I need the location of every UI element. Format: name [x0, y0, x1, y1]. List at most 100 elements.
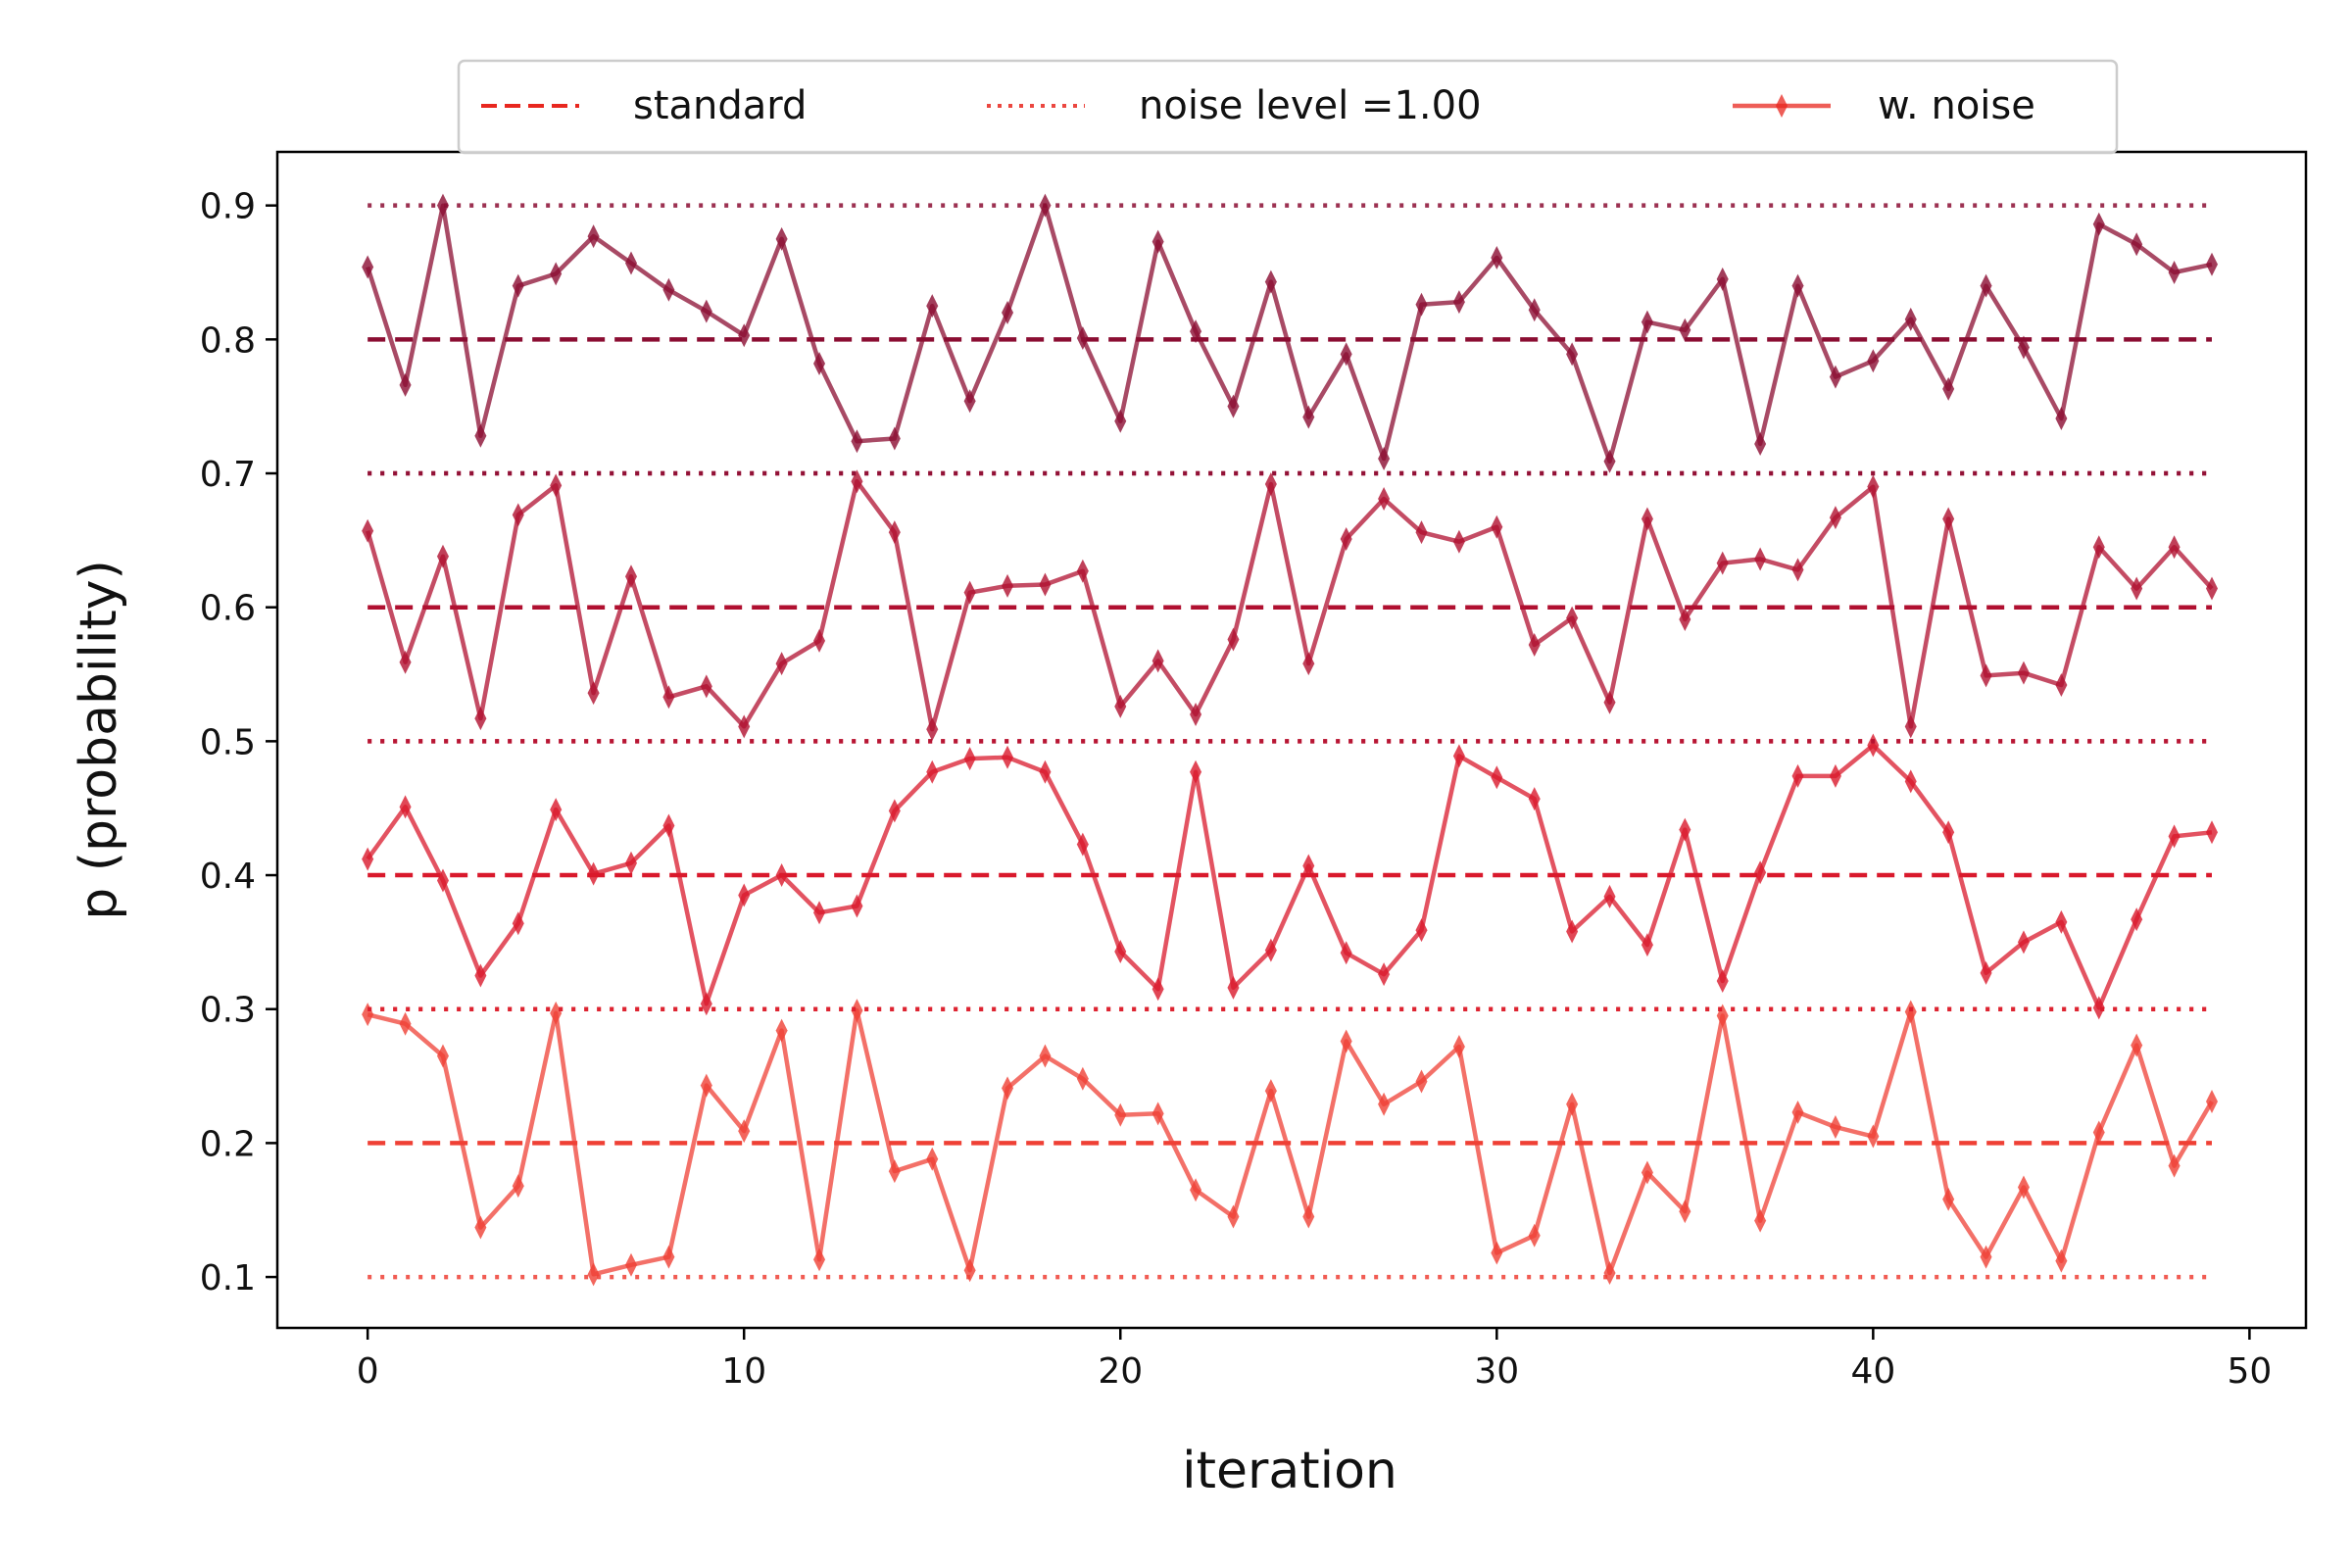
- x-tick-label: 40: [1850, 1351, 1895, 1392]
- data-point-marker: [362, 518, 374, 543]
- data-point-marker: [662, 1245, 675, 1269]
- data-point-marker: [2131, 907, 2143, 932]
- x-tick-label: 50: [2227, 1351, 2272, 1392]
- data-point-marker: [512, 1174, 524, 1199]
- data-point-marker: [474, 707, 487, 731]
- data-point-marker: [1603, 690, 1616, 714]
- data-point-marker: [2055, 1249, 2068, 1273]
- data-point-marker: [1942, 507, 1955, 531]
- data-point-marker: [1114, 1102, 1127, 1127]
- data-point-marker: [1264, 1079, 1277, 1103]
- data-point-marker: [1491, 245, 1503, 270]
- data-point-marker: [1528, 298, 1541, 322]
- data-point-marker: [1528, 787, 1541, 811]
- data-point-marker: [399, 372, 412, 397]
- data-point-marker: [1641, 933, 1653, 957]
- data-point-marker: [1679, 607, 1691, 631]
- y-tick-label: 0.5: [200, 722, 256, 762]
- series-group: [362, 193, 2218, 476]
- data-point-marker: [625, 851, 638, 875]
- data-point-marker: [1076, 1066, 1089, 1091]
- data-point-marker: [1002, 573, 1014, 598]
- data-point-marker: [1904, 714, 1917, 739]
- x-tick-label: 10: [721, 1351, 766, 1392]
- data-point-marker: [1002, 301, 1014, 325]
- data-point-marker: [2205, 576, 2218, 601]
- data-point-marker: [1452, 290, 1465, 315]
- noise-series-line: [366, 478, 2214, 732]
- data-point-marker: [1152, 1102, 1164, 1126]
- data-point-marker: [436, 544, 449, 568]
- data-point-marker: [738, 714, 751, 739]
- data-point-marker: [1603, 1260, 1616, 1285]
- x-tick-label: 20: [1098, 1351, 1143, 1392]
- data-point-marker: [2168, 824, 2180, 849]
- data-point-marker: [550, 473, 563, 498]
- data-point-marker: [1566, 342, 1579, 367]
- data-point-marker: [1190, 1178, 1202, 1202]
- data-point-marker: [1002, 745, 1014, 769]
- y-tick-label: 0.2: [200, 1124, 256, 1164]
- legend-w-noise-marker: [1776, 94, 1788, 118]
- data-point-marker: [700, 299, 712, 323]
- data-point-marker: [2092, 535, 2105, 560]
- data-point-marker: [1904, 769, 1917, 794]
- data-point-marker: [1829, 1114, 1841, 1139]
- data-point-marker: [1114, 939, 1127, 963]
- data-point-marker: [1378, 446, 1391, 470]
- data-point-marker: [625, 564, 638, 589]
- data-point-marker: [1340, 526, 1352, 551]
- data-point-marker: [550, 262, 563, 286]
- data-point-marker: [1566, 1092, 1579, 1116]
- data-point-marker: [1754, 1208, 1767, 1233]
- series-group: [362, 469, 2218, 744]
- y-tick-label: 0.3: [200, 991, 256, 1031]
- data-point-marker: [1980, 663, 1992, 688]
- data-point-marker: [1378, 486, 1391, 511]
- data-point-marker: [738, 323, 751, 348]
- data-point-marker: [700, 1073, 712, 1098]
- data-point-marker: [1491, 765, 1503, 790]
- data-point-marker: [662, 277, 675, 302]
- data-point-marker: [738, 1119, 751, 1144]
- data-point-marker: [1641, 1160, 1653, 1185]
- data-point-marker: [1227, 975, 1240, 1000]
- data-point-marker: [474, 423, 487, 448]
- data-point-marker: [738, 883, 751, 907]
- data-point-marker: [1679, 817, 1691, 842]
- data-point-marker: [926, 294, 939, 318]
- data-point-marker: [963, 1258, 976, 1283]
- data-point-marker: [1754, 860, 1767, 885]
- data-point-marker: [1190, 703, 1202, 727]
- data-point-marker: [1942, 820, 1955, 845]
- data-point-marker: [1302, 854, 1315, 878]
- data-point-marker: [1039, 572, 1052, 597]
- data-point-marker: [1829, 365, 1841, 389]
- data-point-marker: [436, 1044, 449, 1068]
- data-point-marker: [1491, 514, 1503, 539]
- data-point-marker: [1942, 376, 1955, 401]
- y-tick-label: 0.4: [200, 857, 256, 897]
- data-point-marker: [1340, 342, 1352, 367]
- data-point-marker: [2092, 212, 2105, 236]
- data-point-marker: [2055, 672, 2068, 697]
- data-point-marker: [1791, 558, 1804, 582]
- data-point-marker: [587, 681, 600, 706]
- data-point-marker: [813, 628, 826, 653]
- data-point-marker: [399, 795, 412, 819]
- data-point-marker: [1867, 474, 1880, 499]
- data-point-marker: [625, 251, 638, 275]
- legend-standard-label: standard: [633, 83, 807, 128]
- data-point-marker: [1566, 919, 1579, 944]
- data-point-marker: [2168, 535, 2180, 560]
- data-point-marker: [2017, 930, 2030, 955]
- y-tick-label: 0.7: [200, 455, 256, 495]
- data-point-marker: [888, 520, 901, 545]
- x-axis-label: iteration: [1182, 1442, 1397, 1500]
- data-point-marker: [1076, 559, 1089, 583]
- data-point-marker: [399, 650, 412, 674]
- data-point-marker: [963, 747, 976, 771]
- data-point-marker: [1942, 1187, 1955, 1211]
- data-point-marker: [1603, 449, 1616, 473]
